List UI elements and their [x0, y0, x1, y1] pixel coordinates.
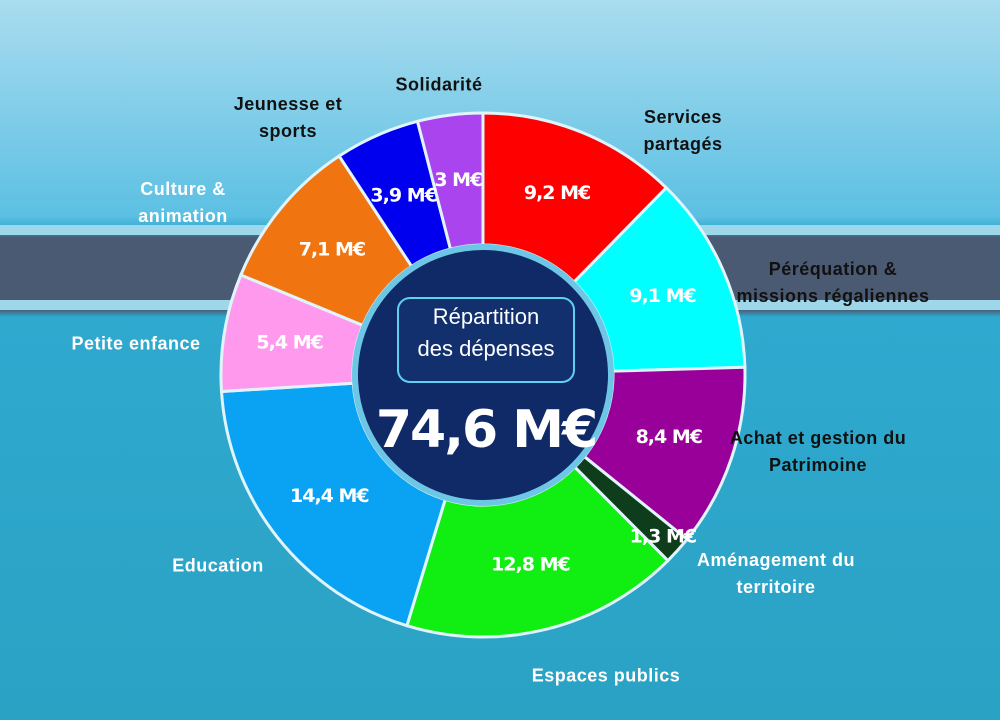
value-label: 8,4 M€ [636, 426, 702, 448]
total-label: 74,6 M€ [376, 400, 596, 460]
value-label: 9,2 M€ [524, 182, 590, 204]
value-label: 3 M€ [434, 169, 482, 191]
chart-title: Répartition [433, 304, 539, 329]
category-label: Péréquation & missions régaliennes [736, 259, 930, 306]
category-label: Espaces publics [531, 665, 681, 686]
category-label: Solidarité [395, 74, 483, 95]
title-line: Répartition des dépenses [418, 304, 555, 361]
value-label: 3,9 M€ [370, 184, 436, 206]
category-label: Culture & animation [138, 179, 228, 226]
value-label: 5,4 M€ [256, 331, 322, 353]
value-label: 1,3 M€ [630, 525, 696, 547]
category-label: Achat et gestion du Patrimoine [729, 428, 907, 475]
category-label: Services partagés [643, 107, 723, 154]
category-label: Aménagement du territoire [696, 550, 856, 597]
title-box [397, 297, 575, 383]
category-label: Petite enfance [71, 333, 201, 354]
category-label: Jeunesse et sports [233, 94, 343, 141]
value-label: 7,1 M€ [299, 239, 365, 261]
value-label: 12,8 M€ [491, 554, 570, 576]
value-label: 9,1 M€ [629, 285, 695, 307]
value-label: 14,4 M€ [290, 485, 369, 507]
category-label: Education [172, 555, 264, 576]
